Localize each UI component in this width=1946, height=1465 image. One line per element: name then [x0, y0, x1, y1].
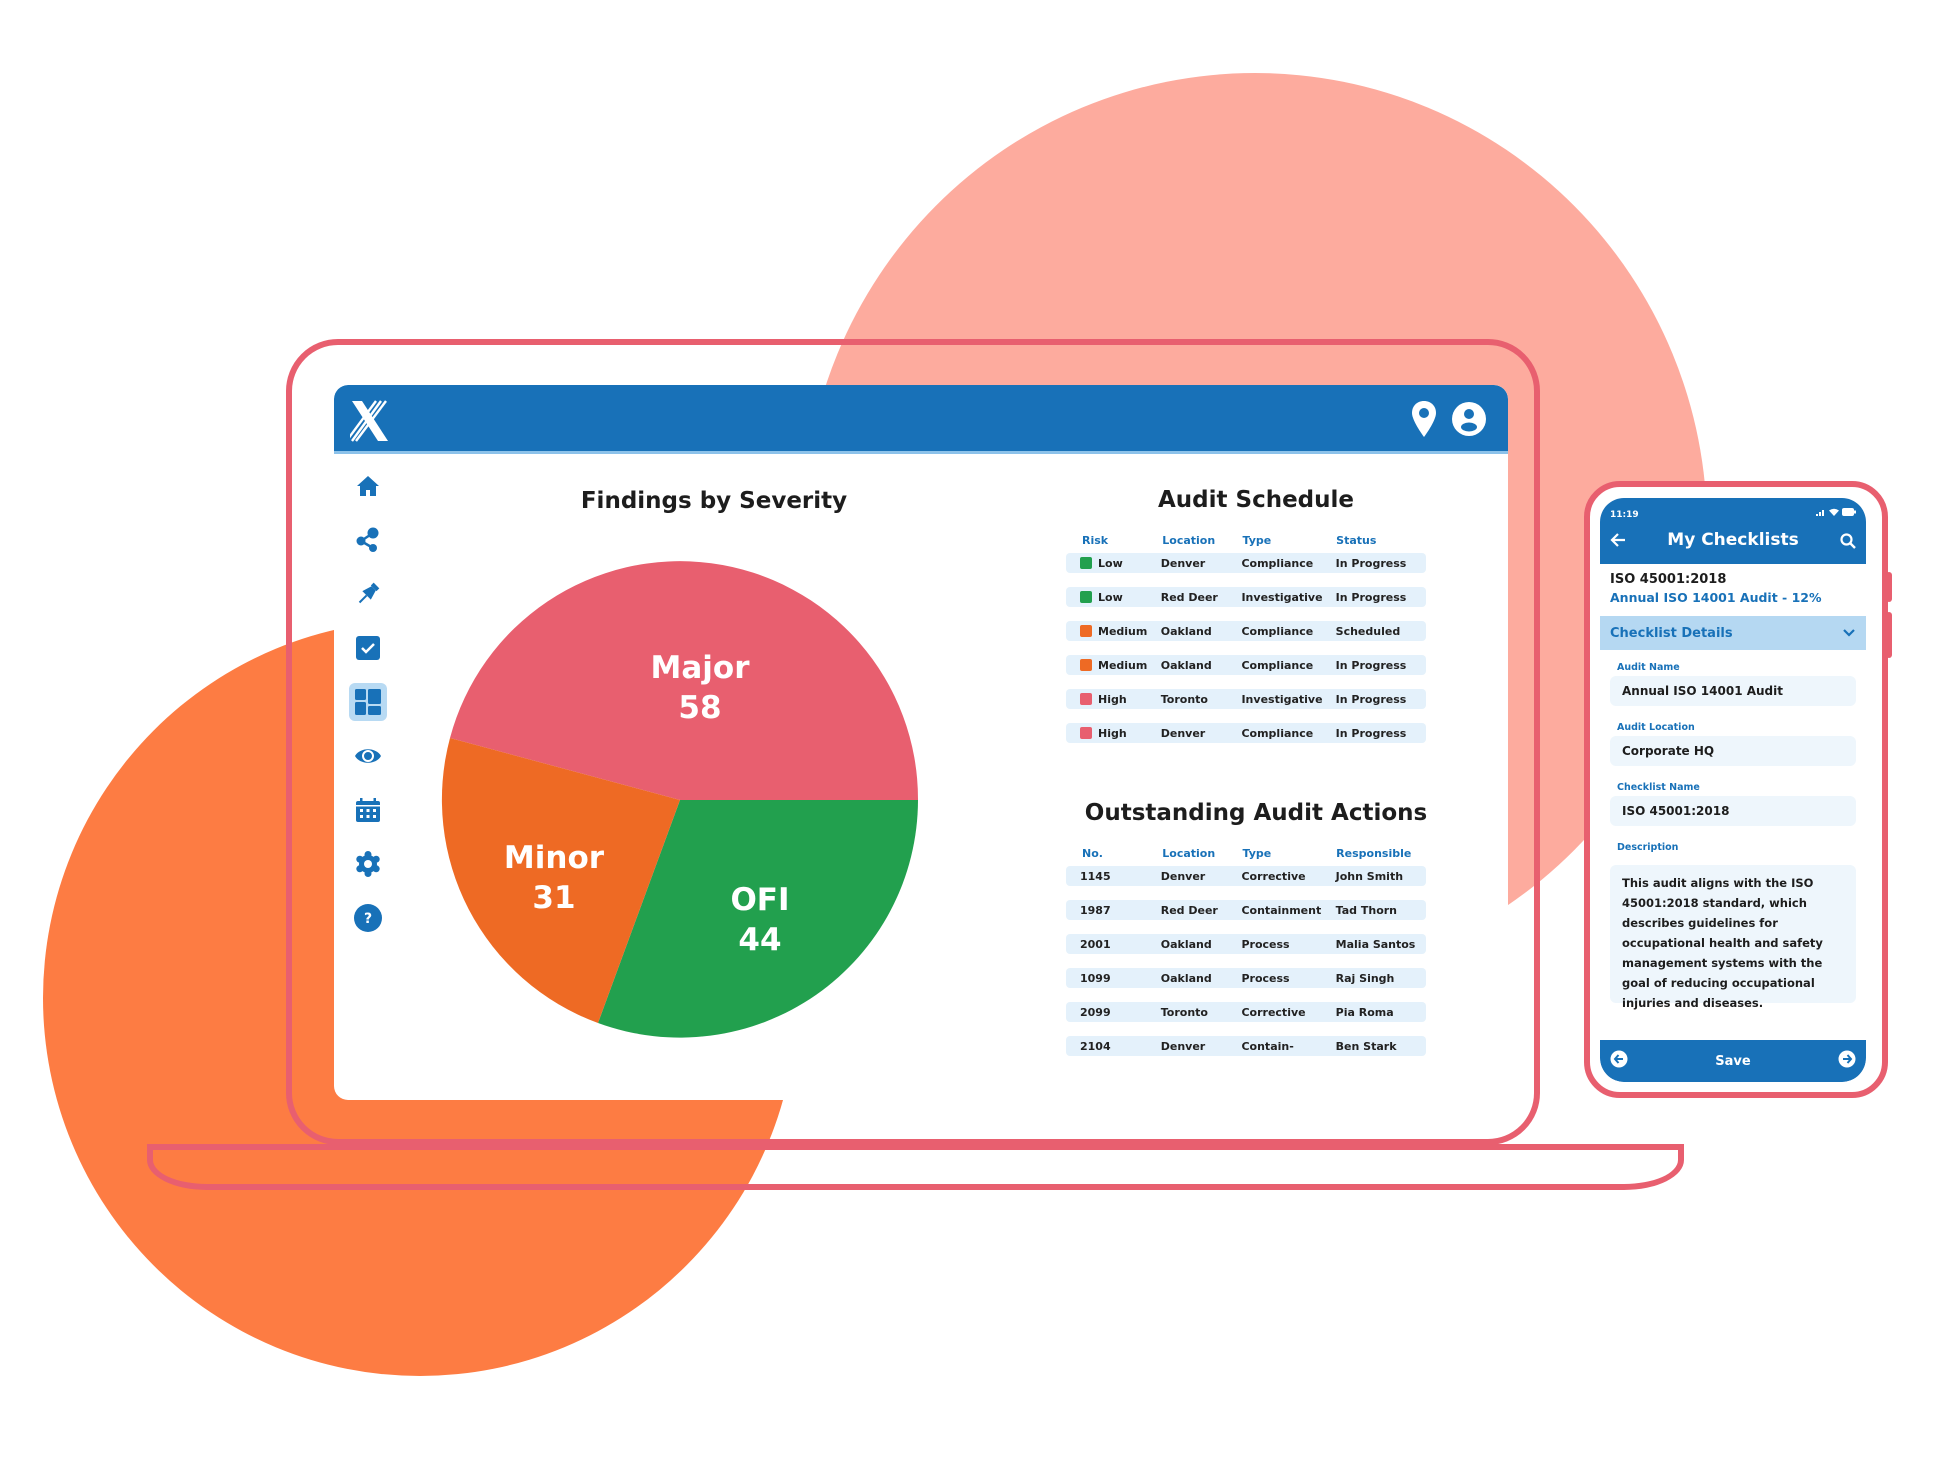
table-row[interactable]: 2104 Denver Contain- Ben Stark: [1066, 1036, 1426, 1056]
sidebar-item-share[interactable]: [349, 521, 387, 559]
findings-pie-chart: Major 58 Minor 31 OFI 44: [440, 560, 920, 1040]
phone-screen: 11:19 My Checklists ISO 45001:2018 Annua…: [1600, 498, 1866, 1082]
pie-label-ofi: OFI 44: [730, 882, 790, 959]
audit-progress-link[interactable]: Annual ISO 14001 Audit - 12%: [1610, 590, 1822, 605]
pie-label-major: Major 58: [650, 650, 750, 727]
phone-footer: Save: [1600, 1040, 1866, 1082]
description-label: Description: [1617, 842, 1679, 853]
gear-icon: [356, 851, 380, 877]
pie-slice-minor: [441, 738, 680, 1023]
status-icons: [1816, 508, 1856, 516]
table-row[interactable]: Low Red Deer Investigative In Progress: [1066, 587, 1426, 607]
sidebar-item-help[interactable]: ?: [349, 899, 387, 937]
sidebar-item-dashboard[interactable]: [349, 683, 387, 721]
audit-schedule-title: Audit Schedule: [1157, 487, 1355, 513]
previous-arrow-icon[interactable]: [1610, 1050, 1628, 1072]
sidebar-item-pin[interactable]: [349, 575, 387, 613]
risk-high-indicator: [1080, 727, 1092, 739]
chevron-down-icon: [1843, 629, 1855, 637]
wifi-icon: [1829, 508, 1839, 516]
table-row[interactable]: 2099 Toronto Corrective Pia Roma: [1066, 1002, 1426, 1022]
search-icon[interactable]: [1840, 533, 1856, 553]
save-button[interactable]: Save: [1715, 1053, 1751, 1069]
audit-location-label: Audit Location: [1617, 722, 1695, 733]
user-account-icon[interactable]: [1452, 402, 1486, 440]
checklist-details-accordion[interactable]: Checklist Details: [1600, 616, 1866, 650]
audit-location-field[interactable]: Corporate HQ: [1610, 736, 1856, 766]
findings-chart-title: Findings by Severity: [580, 488, 848, 514]
signal-icon: [1816, 510, 1824, 516]
laptop-frame: [286, 339, 1540, 1145]
table-row[interactable]: High Toronto Investigative In Progress: [1066, 689, 1426, 709]
audit-name-label: Audit Name: [1617, 662, 1680, 673]
checklist-name-field[interactable]: ISO 45001:2018: [1610, 796, 1856, 826]
sidebar-item-observations[interactable]: [349, 737, 387, 775]
sidebar-item-settings[interactable]: [349, 845, 387, 883]
sidebar-item-calendar[interactable]: [349, 791, 387, 829]
table-row[interactable]: Low Denver Compliance In Progress: [1066, 553, 1426, 573]
table-row[interactable]: 1987 Red Deer Containment Tad Thorn: [1066, 900, 1426, 920]
audit-actions-table: No. Location Type Responsible 1145 Denve…: [1066, 844, 1426, 1056]
table-row[interactable]: 1099 Oakland Process Raj Singh: [1066, 968, 1426, 988]
home-icon: [357, 476, 379, 496]
top-bar: [334, 385, 1508, 454]
pin-icon: [358, 582, 380, 604]
back-arrow-icon[interactable]: [1610, 532, 1626, 551]
phone-title: My Checklists: [1667, 530, 1799, 550]
table-row[interactable]: 1145 Denver Corrective John Smith: [1066, 866, 1426, 886]
dashboard-icon: [355, 689, 381, 715]
table-row[interactable]: High Denver Compliance In Progress: [1066, 723, 1426, 743]
calendar-icon: [356, 798, 380, 822]
table-header: No. Location Type Responsible: [1082, 846, 1412, 860]
checklist-name: ISO 45001:2018: [1610, 572, 1727, 587]
table-row[interactable]: Medium Oakland Compliance Scheduled: [1066, 621, 1426, 641]
phone-header: 11:19 My Checklists: [1600, 498, 1866, 564]
phone-side-button: [1886, 572, 1892, 602]
eye-icon: [355, 749, 381, 763]
pie-slice-major: [450, 561, 919, 800]
app-logo-icon[interactable]: [347, 399, 390, 443]
sidebar-item-home[interactable]: [349, 467, 387, 505]
location-pin-icon[interactable]: [1412, 401, 1436, 441]
sidebar: ?: [346, 467, 390, 953]
sidebar-item-tasks[interactable]: [349, 629, 387, 667]
risk-low-indicator: [1080, 557, 1092, 569]
table-row[interactable]: Medium Oakland Compliance In Progress: [1066, 655, 1426, 675]
risk-low-indicator: [1080, 591, 1092, 603]
checklist-name-label: Checklist Name: [1617, 782, 1700, 793]
checkbox-icon: [356, 636, 380, 660]
svg-text:?: ?: [364, 911, 372, 927]
status-time: 11:19: [1610, 510, 1639, 520]
audit-actions-title: Outstanding Audit Actions: [1084, 800, 1428, 826]
table-header: Risk Location Type Status: [1082, 533, 1377, 547]
dashboard-screen: ? Findings by Severity Major 58 Minor 31 O…: [334, 385, 1508, 1100]
risk-medium-indicator: [1080, 659, 1092, 671]
table-row[interactable]: 2001 Oakland Process Malia Santos: [1066, 934, 1426, 954]
audit-schedule-table: Risk Location Type Status Low Denver Com…: [1066, 531, 1426, 743]
phone-side-button: [1886, 612, 1892, 658]
pie-slice-ofi: [598, 800, 918, 1038]
share-icon: [356, 527, 379, 552]
audit-name-field[interactable]: Annual ISO 14001 Audit: [1610, 676, 1856, 706]
description-field[interactable]: This audit aligns with the ISO 45001:201…: [1610, 865, 1856, 1010]
laptop-base: [147, 1144, 1684, 1190]
risk-high-indicator: [1080, 693, 1092, 705]
next-arrow-icon[interactable]: [1838, 1050, 1856, 1072]
help-icon: ?: [354, 904, 382, 932]
risk-medium-indicator: [1080, 625, 1092, 637]
pie-label-minor: Minor 31: [503, 840, 605, 917]
battery-icon: [1842, 508, 1856, 516]
